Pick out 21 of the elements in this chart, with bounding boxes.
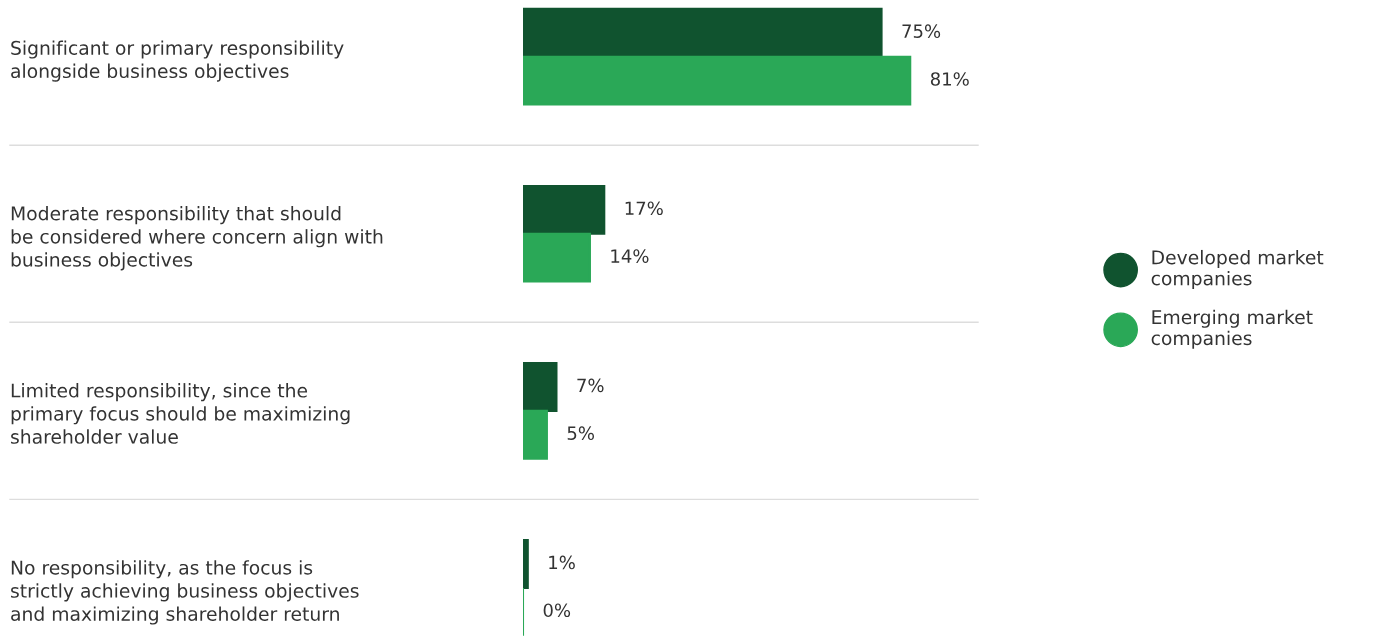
data-label: 14% [611, 249, 649, 263]
y-tick-label: Limited responsibility, since the primary focus should be maximizing shareholder value [11, 383, 350, 444]
bar [523, 7, 883, 58]
legend-label: Emerging market companies [1151, 309, 1313, 349]
bar [523, 184, 606, 235]
y-tick-label: Moderate responsibility that should be considered where concern align with business objectives [11, 206, 383, 271]
y-tick-label: No responsibility, as the focus is strictly achieving business objectives and maximizing shareholder return [11, 560, 359, 625]
data-label: 75% [902, 24, 941, 38]
data-label: 7% [577, 378, 604, 393]
data-label: 17% [625, 201, 663, 216]
bar [523, 409, 548, 460]
bar [523, 55, 912, 106]
bar [523, 539, 529, 589]
bar [523, 362, 558, 412]
data-label: 81% [930, 72, 969, 86]
y-tick-label: Significant or primary responsibility alongside business objectives [11, 40, 344, 82]
data-label: 0% [543, 603, 571, 618]
legend-label: Developed market companies [1151, 249, 1324, 290]
data-label: 5% [567, 426, 594, 440]
data-label: 1% [549, 555, 575, 570]
bar [523, 232, 591, 283]
